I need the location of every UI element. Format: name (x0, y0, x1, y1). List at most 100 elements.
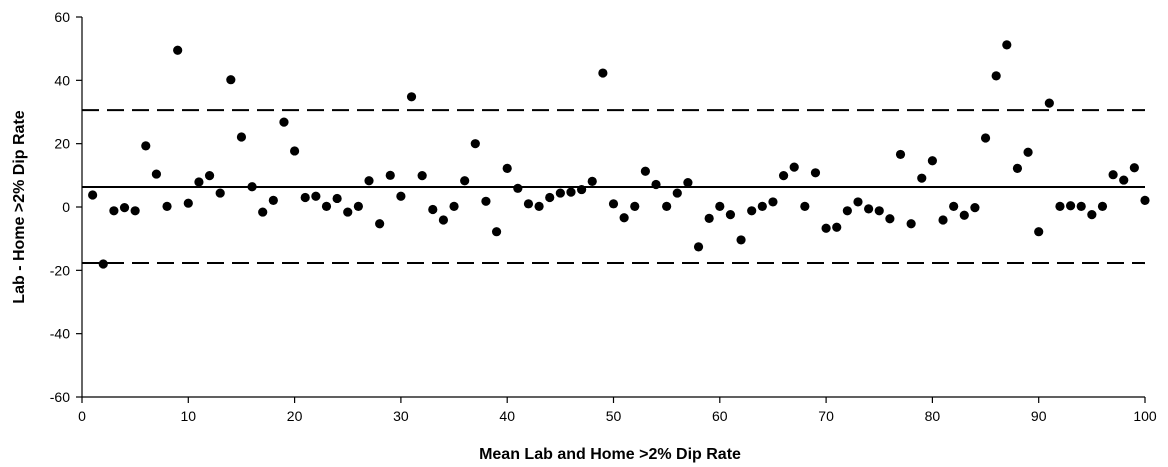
x-tick-label: 0 (78, 408, 86, 424)
data-point (959, 210, 969, 220)
data-point (375, 219, 385, 229)
data-point (268, 195, 278, 205)
data-point (1119, 175, 1129, 185)
data-point (895, 149, 906, 160)
data-point (173, 45, 183, 55)
data-point (747, 206, 757, 216)
data-point (502, 163, 512, 173)
data-point (119, 203, 130, 213)
data-point (577, 184, 587, 195)
data-point (555, 188, 565, 198)
data-point (1108, 170, 1118, 180)
data-point (98, 259, 108, 269)
data-point (917, 173, 927, 183)
data-point (183, 198, 193, 208)
data-point (810, 168, 821, 178)
data-point (481, 196, 491, 206)
y-tick-label: -60 (50, 389, 70, 405)
x-tick-label: 80 (925, 408, 941, 424)
data-point (545, 192, 555, 203)
data-point (396, 191, 406, 201)
data-point (821, 223, 831, 233)
data-point (566, 187, 576, 197)
x-tick-label: 50 (606, 408, 622, 424)
data-point (1129, 163, 1139, 173)
data-point (88, 190, 98, 200)
data-point (725, 210, 736, 220)
data-point (715, 201, 725, 211)
x-axis-ticks: 0 10 20 30 40 50 60 70 80 90 100 (78, 397, 1157, 424)
data-point (662, 201, 672, 211)
data-point (534, 201, 544, 211)
x-tick-label: 10 (181, 408, 197, 424)
data-point (757, 201, 767, 211)
data-point (704, 213, 714, 223)
data-points (88, 40, 1150, 269)
data-point (693, 242, 704, 252)
data-point (449, 201, 459, 211)
data-point (853, 197, 863, 207)
data-point (874, 206, 884, 216)
data-point (980, 133, 991, 143)
data-point (385, 170, 395, 180)
data-point (1140, 195, 1150, 205)
data-point (1076, 201, 1086, 211)
data-point (970, 203, 980, 213)
data-point (640, 166, 650, 176)
data-point (279, 117, 289, 127)
x-axis-title: Mean Lab and Home >2% Dip Rate (479, 446, 741, 463)
data-point (353, 201, 363, 211)
data-point (513, 183, 523, 193)
data-point (736, 235, 746, 245)
x-tick-label: 30 (393, 408, 409, 424)
data-point (1012, 163, 1023, 173)
data-point (1034, 227, 1044, 237)
data-point (949, 201, 959, 211)
data-point (226, 75, 236, 85)
data-point (683, 178, 693, 188)
x-tick-label: 20 (287, 408, 303, 424)
data-point (491, 227, 502, 237)
data-point (247, 182, 257, 192)
data-point (151, 169, 162, 179)
y-tick-label: 20 (54, 136, 70, 152)
data-point (311, 191, 321, 201)
data-point (1055, 201, 1065, 211)
data-point (1002, 40, 1012, 50)
y-axis-title: Lab - Home >2% Dip Rate (11, 110, 28, 303)
data-point (215, 188, 225, 198)
data-point (906, 219, 916, 229)
data-point (141, 141, 151, 151)
data-point (789, 162, 799, 172)
data-point (438, 215, 449, 225)
x-tick-label: 90 (1031, 408, 1047, 424)
data-point (204, 171, 215, 181)
data-point (300, 192, 310, 203)
data-point (109, 206, 119, 216)
data-point (864, 204, 874, 214)
y-tick-label: 40 (54, 72, 70, 88)
data-point (800, 201, 810, 211)
data-point (194, 177, 204, 187)
data-point (651, 179, 661, 190)
y-tick-label: 60 (54, 9, 70, 25)
data-point (332, 193, 342, 204)
data-point (991, 71, 1001, 81)
data-point (236, 132, 247, 142)
x-tick-label: 60 (712, 408, 728, 424)
data-point (428, 204, 438, 215)
data-point (619, 213, 629, 223)
y-tick-label: -40 (50, 326, 70, 342)
data-point (1065, 201, 1076, 211)
data-point (1044, 98, 1054, 108)
data-point (608, 199, 619, 209)
data-point (417, 171, 427, 181)
data-point (768, 197, 778, 207)
data-point (927, 156, 938, 166)
data-point (1097, 201, 1108, 211)
data-point (470, 139, 480, 149)
data-point (1087, 210, 1097, 220)
data-point (630, 201, 640, 211)
data-point (587, 176, 597, 186)
data-point (343, 207, 353, 217)
